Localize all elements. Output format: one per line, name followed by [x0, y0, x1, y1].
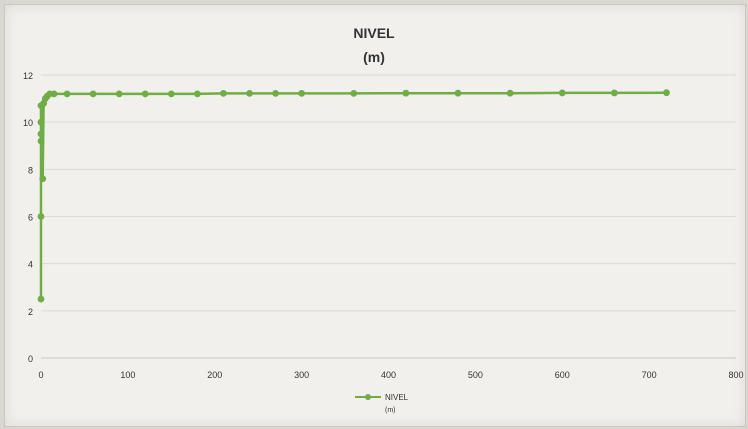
y-tick-label: 6 [28, 213, 33, 223]
chart-title: NIVEL [353, 25, 395, 41]
x-tick-label: 600 [555, 370, 570, 380]
x-tick-label: 0 [38, 370, 43, 380]
x-tick-label: 300 [294, 370, 309, 380]
x-tick-label: 800 [728, 370, 743, 380]
data-point [298, 89, 306, 97]
data-point [246, 89, 253, 97]
legend-label: NIVEL [385, 393, 409, 402]
y-tick-label: 4 [28, 260, 33, 270]
data-point [350, 89, 358, 97]
data-point [167, 90, 175, 98]
legend-swatch-marker [365, 394, 371, 400]
data-point [115, 90, 123, 98]
legend-unit: (m) [385, 407, 396, 414]
data-point [663, 89, 670, 97]
y-tick-label: 2 [28, 307, 33, 317]
x-tick-label: 500 [468, 370, 483, 380]
data-point [141, 90, 149, 98]
data-point [37, 213, 45, 220]
data-point [506, 89, 514, 97]
data-point [272, 89, 279, 97]
y-tick-label: 8 [28, 165, 33, 175]
data-point [37, 118, 45, 126]
data-point [610, 89, 618, 97]
x-tick-label: 400 [381, 370, 396, 380]
data-point [220, 89, 227, 97]
data-point [37, 295, 45, 303]
x-tick-label: 200 [207, 370, 222, 380]
data-point [50, 90, 58, 98]
y-tick-label: 10 [23, 118, 33, 128]
x-tick-label: 100 [120, 370, 135, 380]
data-point [454, 89, 462, 97]
y-tick-label: 12 [23, 71, 33, 81]
data-point [39, 175, 47, 183]
data-point [37, 130, 45, 138]
data-point [89, 90, 97, 98]
data-point [37, 137, 45, 145]
data-point [558, 89, 566, 97]
y-tick-label: 0 [28, 354, 33, 364]
data-point [402, 89, 410, 97]
series-line [39, 91, 667, 299]
x-tick-label: 700 [642, 370, 657, 380]
chart-title-unit: (m) [363, 49, 385, 65]
data-point [193, 90, 201, 98]
data-point [63, 90, 71, 98]
